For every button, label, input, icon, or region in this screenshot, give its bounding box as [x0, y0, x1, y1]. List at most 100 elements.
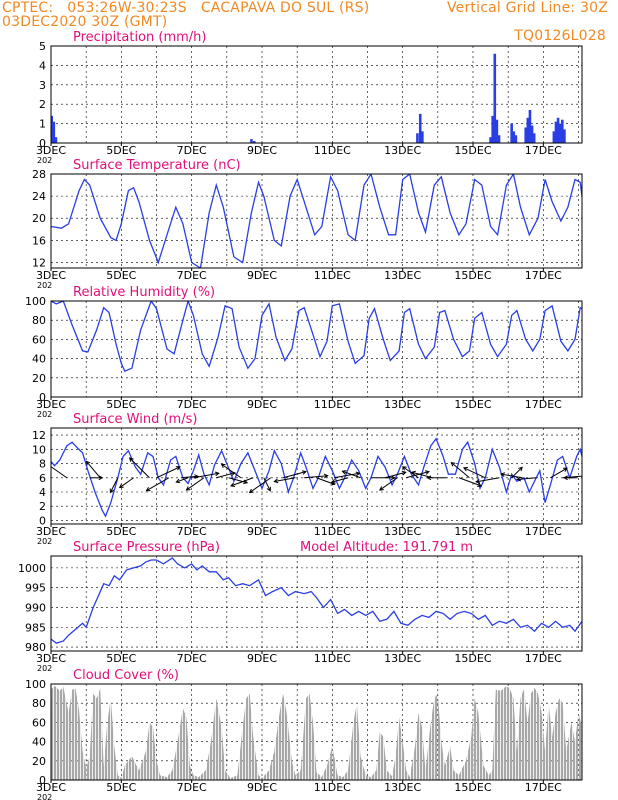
y-tick-label: 2	[39, 500, 46, 513]
y-tick-label: 990	[25, 601, 46, 614]
y-tick-label: 80	[32, 697, 46, 710]
x-tick-label: 5DEC	[106, 144, 136, 157]
wind-vector-head	[563, 475, 568, 481]
x-tick-label: 17DEC	[525, 781, 562, 794]
y-tick-label: 20	[32, 755, 46, 768]
wind-vector-shaft	[304, 475, 328, 479]
wind-vector	[475, 477, 500, 484]
x-tick-label: 11DEC	[314, 781, 351, 794]
precip-bar	[493, 53, 497, 143]
precip-bar	[491, 115, 494, 143]
wind-vector	[378, 477, 398, 491]
wind-vector	[500, 472, 523, 479]
wind-vector-head	[583, 474, 587, 478]
panel-frame	[50, 45, 583, 144]
wind-vector-head	[424, 470, 430, 475]
panel-frame	[50, 300, 583, 398]
wind-vector-head	[401, 466, 407, 471]
wind-vector-head	[450, 461, 456, 467]
x-tick-label: 15DEC	[454, 652, 491, 665]
x-tick-label: 15DEC	[454, 525, 491, 538]
wind-vector	[550, 467, 568, 479]
precip-bar	[489, 137, 492, 143]
precip-bar	[514, 135, 518, 143]
wind-vector	[181, 474, 200, 479]
precip-bar	[532, 133, 536, 143]
wind-vector-shaft	[181, 475, 199, 479]
x-tick-label: 11DEC	[314, 525, 351, 538]
panel-title: Cloud Cover (%)	[73, 668, 179, 683]
wind-vector-shaft	[384, 471, 406, 479]
panel-temp: Surface Temperature (nC) 12 16 20 24 28 3DEC 5D…	[32, 158, 583, 290]
wind-vector-head	[323, 473, 329, 479]
y-tick-label: 1000	[18, 562, 46, 575]
panel-precip: Precipitation (mm/h) 0 1 2 3 4 5 3DEC 5DEC 7DEC 9D…	[36, 30, 583, 165]
wind-vector-shaft	[463, 467, 486, 479]
wind-vector-head	[355, 471, 361, 477]
x-tick-label: 17DEC	[525, 652, 562, 665]
precip-bar	[510, 123, 513, 143]
plot-area	[51, 53, 566, 143]
x-tick-label: 3DEC	[36, 144, 66, 157]
y-tick-label: 1	[39, 118, 46, 131]
wind-vector	[175, 477, 189, 484]
wind-vector-head	[401, 470, 407, 476]
y-tick-label: 12	[32, 429, 46, 442]
x-tick-label: 11DEC	[314, 269, 351, 282]
wind-vector	[330, 477, 349, 484]
wind-vector-head	[462, 467, 468, 472]
wind-vector-shaft	[86, 461, 101, 479]
x-tick-label: 17DEC	[525, 398, 562, 411]
y-tick-label: 0	[39, 391, 46, 404]
wind-vector	[316, 477, 336, 486]
wind-vector-head	[128, 457, 134, 462]
wind-vector-head	[426, 475, 432, 481]
wind-vector	[384, 470, 407, 479]
panel-cloud: Cloud Cover (%) 0 20 40 60 80 100 3DEC 5DEC 7DEC 9…	[25, 668, 583, 800]
year-label: 202	[37, 664, 52, 673]
plot-area	[51, 685, 582, 780]
panel-pressure: Surface Pressure (hPa) Model Altitude: 19…	[18, 540, 583, 673]
y-tick-label: 80	[32, 314, 46, 327]
wind-vector-shaft	[274, 477, 296, 482]
x-tick-label: 15DEC	[454, 144, 491, 157]
wind-vector-shaft	[282, 471, 307, 479]
precip-bar	[54, 137, 58, 143]
wind-vector	[282, 470, 307, 479]
precip-bar	[252, 141, 256, 143]
x-tick-label: 7DEC	[177, 652, 207, 665]
x-tick-label: 5DEC	[106, 269, 136, 282]
wind-vector-head	[98, 475, 104, 481]
precip-bar	[250, 139, 253, 143]
wind-vector-head	[185, 486, 191, 491]
wind-vector-head	[562, 467, 568, 472]
x-tick-label: 11DEC	[314, 144, 351, 157]
precip-bar	[51, 115, 54, 143]
wind-vector	[230, 477, 254, 487]
x-tick-label: 3DEC	[36, 269, 66, 282]
header-run-time: 03DEC2020 30Z (GMT)	[2, 14, 168, 30]
y-tick-label: 980	[25, 641, 46, 654]
wind-vector-head	[410, 470, 416, 476]
wind-vector-shaft	[119, 477, 134, 488]
header-model: TQ0126L028	[514, 28, 606, 44]
wind-vector-head	[118, 483, 124, 489]
x-tick-label: 7DEC	[177, 525, 207, 538]
x-tick-label: 13DEC	[384, 781, 421, 794]
wind-vector	[462, 467, 486, 479]
precip-bar	[558, 123, 562, 143]
y-tick-label: 985	[25, 621, 46, 634]
wind-vector-shaft	[458, 477, 482, 487]
precip-bar	[524, 127, 528, 143]
wind-vector	[220, 463, 242, 479]
y-tick-label: 24	[32, 190, 46, 203]
panel-frame	[50, 173, 583, 269]
wind-vector-shaft	[109, 477, 119, 493]
wind-vector	[109, 477, 119, 494]
wind-vector-head	[341, 470, 347, 475]
wind-vector	[426, 475, 447, 481]
x-tick-label: 7DEC	[177, 781, 207, 794]
precip-bar	[418, 113, 422, 143]
header-grid-line: Vertical Grid Line: 30Z	[446, 0, 608, 16]
wind-vector	[401, 466, 419, 479]
